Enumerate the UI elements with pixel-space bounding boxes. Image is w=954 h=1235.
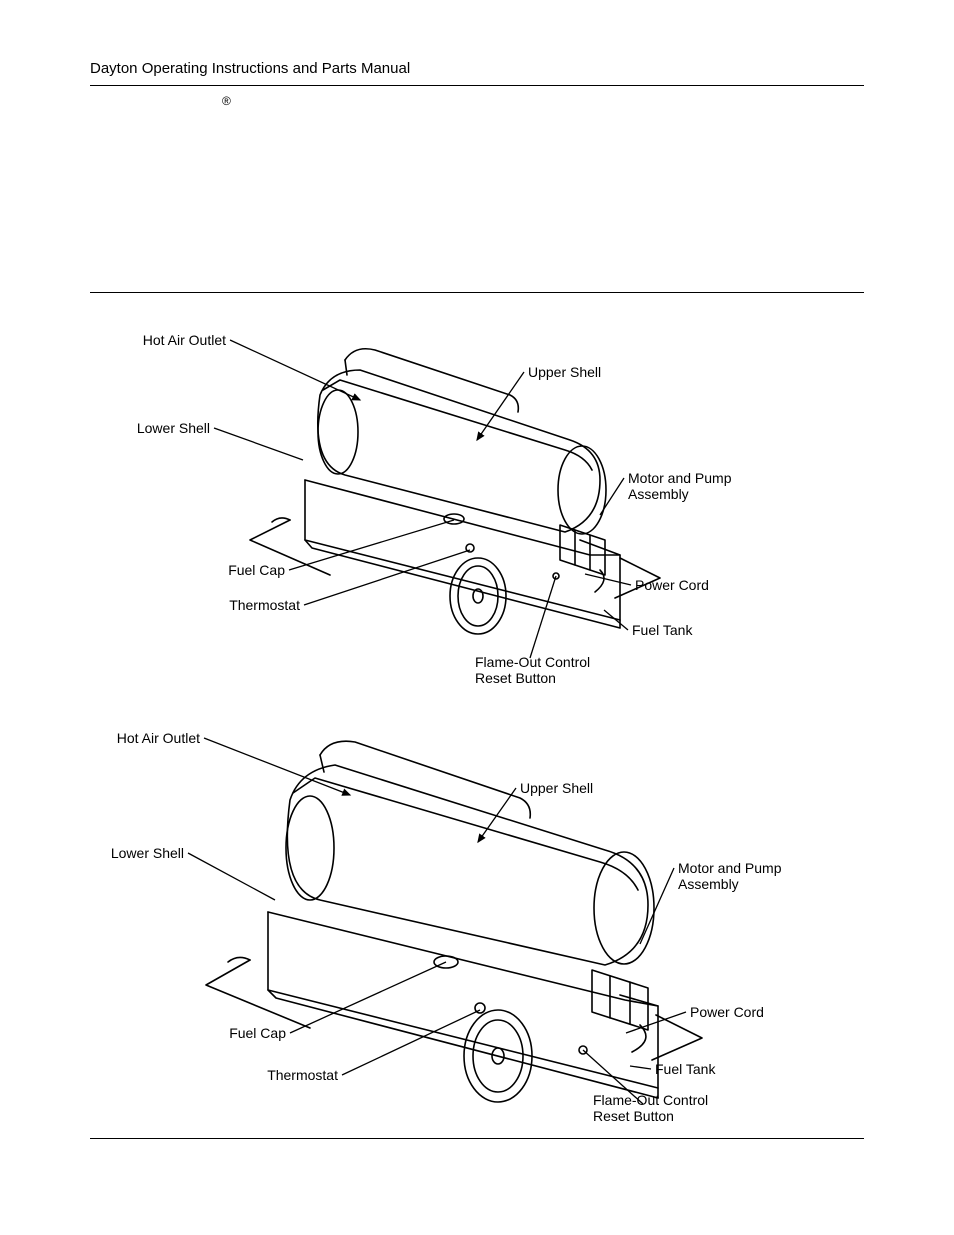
callout-hot_air_outlet: Hot Air Outlet [143,332,226,348]
callout-power_cord: Power Cord [635,577,709,593]
callout-flame_out: Flame-Out ControlReset Button [475,654,590,686]
callout-upper_shell: Upper Shell [520,780,593,796]
callout-power_cord: Power Cord [690,1004,764,1020]
callout-motor_pump: Motor and PumpAssembly [678,860,782,892]
heater-diagram-2 [0,0,954,1235]
callout-fuel_tank: Fuel Tank [632,622,692,638]
callout-fuel_cap: Fuel Cap [229,1025,286,1041]
callout-hot_air_outlet: Hot Air Outlet [117,730,200,746]
callout-thermostat: Thermostat [267,1067,338,1083]
callout-motor_pump: Motor and PumpAssembly [628,470,732,502]
callout-flame_out: Flame-Out ControlReset Button [593,1092,708,1124]
callout-thermostat: Thermostat [229,597,300,613]
callout-upper_shell: Upper Shell [528,364,601,380]
callout-fuel_tank: Fuel Tank [655,1061,715,1077]
manual-page: Dayton Operating Instructions and Parts … [0,0,954,1235]
callout-lower_shell: Lower Shell [137,420,210,436]
callout-fuel_cap: Fuel Cap [228,562,285,578]
divider-bottom [90,1138,864,1139]
callout-lower_shell: Lower Shell [111,845,184,861]
